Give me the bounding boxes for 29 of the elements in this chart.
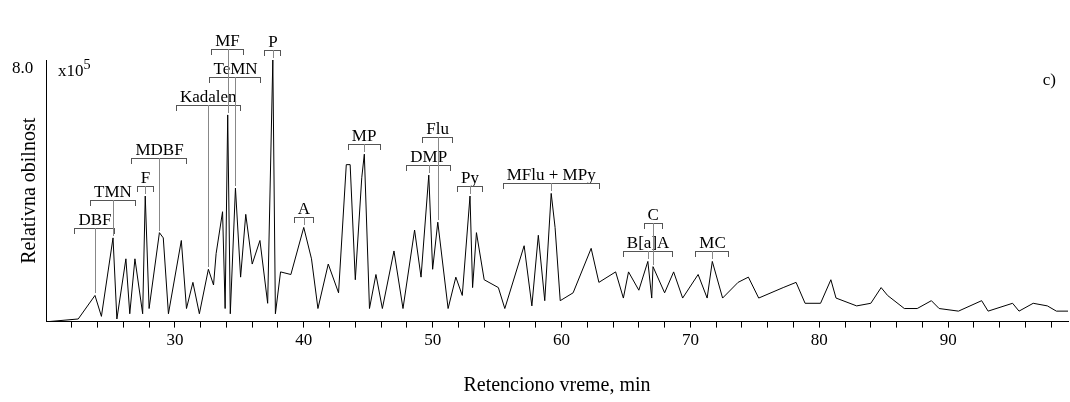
annotation: c): [1042, 70, 1056, 90]
x-tick-label: 80: [810, 330, 828, 350]
y-axis-title: Relativna obilnost: [17, 117, 40, 264]
x-axis-title: Retenciono vreme, min: [463, 373, 651, 396]
annotation: P: [268, 32, 278, 52]
x-tick-label: 50: [424, 330, 442, 350]
annotation: A: [297, 199, 311, 220]
x-tick-label: 70: [681, 330, 699, 350]
annotation: DMP: [410, 147, 448, 168]
annotation: DBF: [78, 209, 112, 230]
annotation: MF: [215, 30, 240, 51]
annotation: MC: [699, 233, 726, 254]
x-tick-label: 60: [553, 330, 571, 350]
annotation: x10$^{5}$: [58, 56, 91, 81]
annotation: TMN: [94, 181, 132, 202]
annotation: TeMN: [213, 58, 258, 79]
annotation: MDBF: [135, 140, 184, 161]
x-tick-label: 90: [939, 330, 957, 350]
annotation: B[a]A: [626, 233, 670, 254]
annotation: MP: [351, 126, 377, 147]
x-tick-label: 40: [295, 330, 313, 350]
text: 8.0: [12, 58, 34, 78]
annotation: Flu: [426, 119, 449, 140]
annotation: Py: [461, 168, 479, 189]
annotation: MFlu + MPy: [506, 165, 596, 186]
annotation: Kadalen: [179, 86, 237, 107]
annotation: F: [140, 168, 151, 189]
x-tick-label: 30: [166, 330, 184, 350]
annotation: C: [647, 205, 659, 226]
